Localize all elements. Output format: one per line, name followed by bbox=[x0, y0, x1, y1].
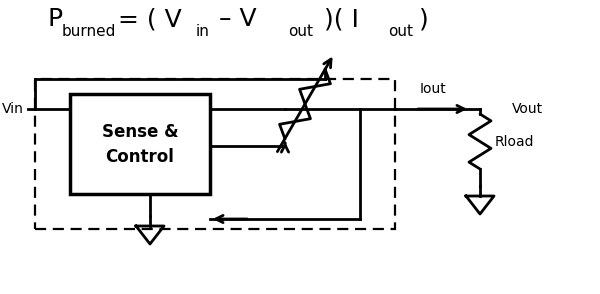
Text: out: out bbox=[388, 24, 413, 39]
Bar bbox=[70, 94, 210, 194]
Bar bbox=[35, 79, 395, 229]
Text: )( I: )( I bbox=[316, 7, 359, 31]
Text: in: in bbox=[196, 24, 210, 39]
Text: burned: burned bbox=[62, 24, 116, 39]
Text: ): ) bbox=[411, 7, 429, 31]
Text: Sense &
Control: Sense & Control bbox=[101, 123, 178, 166]
Text: Vin: Vin bbox=[2, 102, 24, 116]
Text: out: out bbox=[288, 24, 313, 39]
Text: = ( V: = ( V bbox=[118, 7, 182, 31]
Text: Vout: Vout bbox=[512, 102, 543, 116]
Text: P: P bbox=[48, 7, 63, 31]
Text: Rload: Rload bbox=[495, 134, 535, 148]
Text: – V: – V bbox=[211, 7, 257, 31]
Text: Iout: Iout bbox=[420, 82, 447, 96]
